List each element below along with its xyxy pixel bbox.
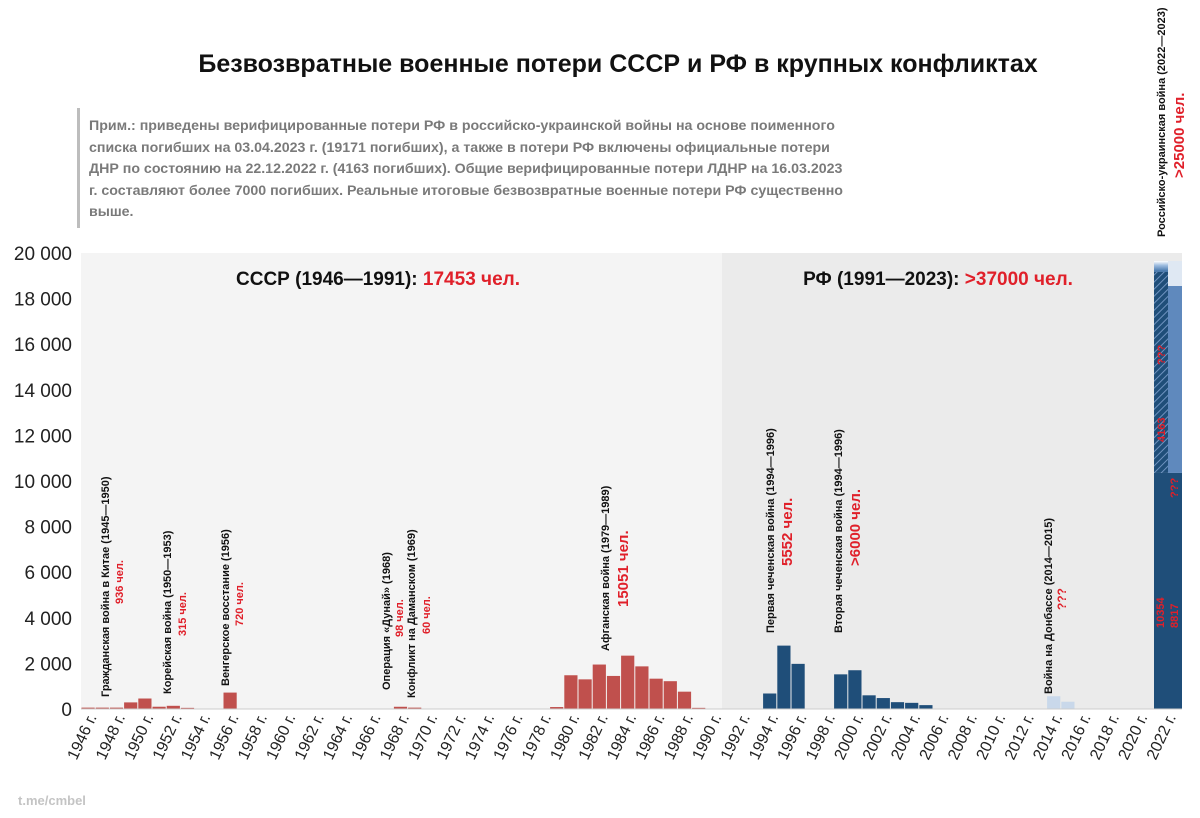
bar	[876, 698, 890, 709]
bar	[777, 645, 791, 709]
source-link[interactable]: t.me/cmbel	[18, 793, 86, 808]
conflict-name: Российско-украинская война (2022—2023)	[1156, 7, 1168, 237]
bar	[763, 693, 777, 709]
period-label: СССР (1946—1991): 17453 чел.	[236, 269, 520, 290]
y-tick-label: 6 000	[24, 563, 72, 584]
conflict-name: Венгерское восстание (1956)	[220, 529, 232, 686]
y-tick-label: 2 000	[24, 654, 72, 675]
bar	[564, 675, 578, 709]
conflict-name: Афганская война (1979—1989)	[600, 485, 612, 651]
y-tick-label: 4 000	[24, 609, 72, 630]
bar	[166, 705, 180, 709]
stack-segment-verified	[1154, 472, 1182, 709]
period-name: СССР (1946—1991):	[236, 269, 423, 290]
bar	[621, 655, 635, 709]
y-tick-label: 18 000	[14, 290, 72, 311]
bar	[81, 707, 95, 709]
conflict-losses: 315 чел.	[177, 592, 189, 636]
conflict-losses: 15051 чел.	[615, 530, 632, 607]
period-labels: СССР (1946—1991): 17453 чел. РФ (1991—202…	[236, 269, 1073, 290]
bar	[635, 666, 649, 709]
bar	[578, 679, 592, 709]
stack-label-8817: 8817	[1169, 604, 1181, 628]
bar	[152, 706, 166, 709]
bar	[1047, 696, 1061, 709]
stack-label-4163: 4163	[1156, 418, 1168, 442]
stack-label-unknown-top: ???	[1156, 345, 1168, 365]
stack-segment-unknown	[1168, 271, 1182, 473]
period-label: РФ (1991—2023): >37000 чел.	[803, 269, 1073, 290]
bar	[890, 702, 905, 709]
conflict-losses: 936 чел.	[114, 560, 126, 604]
conflict-name: Вторая чеченская война (1994—1996)	[833, 429, 845, 633]
period-total: >37000 чел.	[965, 269, 1073, 290]
stack-label-10354: 10354	[1155, 597, 1167, 628]
bar	[862, 695, 876, 709]
bar	[692, 707, 706, 709]
bar	[649, 678, 663, 709]
bar	[550, 707, 564, 709]
conflict-losses: 720 чел.	[234, 582, 246, 626]
bar	[919, 705, 933, 709]
bar	[848, 670, 862, 709]
bar	[592, 664, 606, 709]
conflict-losses: 5552 чел.	[779, 498, 796, 566]
conflict-name: Корейская война (1950—1953)	[162, 530, 174, 694]
stack-label-unknown: ???	[1169, 478, 1181, 498]
conflict-name: Гражданская война в Китае (1945—1950)	[100, 476, 112, 697]
rf-period-bg	[722, 253, 1182, 709]
y-tick-label: 8 000	[24, 518, 72, 539]
y-tick-label: 10 000	[14, 472, 72, 493]
bar	[791, 663, 805, 709]
conflict-losses: 60 чел.	[421, 596, 433, 634]
y-tick-label: 0	[61, 700, 72, 721]
bar	[109, 707, 124, 709]
stack-2022: 10354 8817 4163??????	[1154, 261, 1182, 709]
bar	[677, 691, 692, 709]
bar	[834, 674, 848, 709]
y-tick-label: 16 000	[14, 335, 72, 356]
y-tick-label: 20 000	[14, 244, 72, 265]
x-axis: 1946 г.1948 г.1950 г.1952 г.1954 г.1956 …	[65, 708, 1182, 763]
bar	[124, 702, 138, 709]
stack-top-notch	[1168, 261, 1182, 286]
bar	[905, 702, 919, 709]
bar	[180, 707, 195, 709]
bar	[606, 675, 621, 709]
period-total: 17453 чел.	[423, 269, 520, 290]
conflict-losses: ???	[1055, 588, 1069, 610]
bar	[393, 706, 408, 709]
conflict-name: Война на Донбассе (2014—2015)	[1043, 518, 1055, 694]
conflict-name: Операция «Дунай» (1968)	[381, 552, 393, 690]
annotations: Гражданская война в Китае (1945—1950) 936…	[100, 7, 1188, 698]
y-tick-label: 14 000	[14, 381, 72, 402]
conflict-name: Конфликт на Даманском (1969)	[406, 529, 418, 698]
chart-note: Прим.: приведены верифицированные потери…	[77, 108, 849, 228]
bars	[81, 645, 1075, 709]
period-name: РФ (1991—2023):	[803, 269, 965, 290]
bar	[138, 698, 152, 709]
bar	[408, 707, 422, 709]
bar	[223, 692, 237, 709]
bar	[1061, 701, 1075, 709]
bar	[95, 707, 109, 709]
stack-segment-dnr	[1154, 271, 1168, 473]
ussr-period-bg	[81, 253, 722, 709]
y-tick-label: 12 000	[14, 426, 72, 447]
conflict-losses: 98 чел.	[394, 599, 406, 637]
conflict-losses: >25000 чел.	[1171, 93, 1188, 178]
chart-title: Безвозвратные военные потери СССР и РФ в…	[198, 50, 1038, 78]
conflict-losses: >6000 чел.	[847, 489, 864, 566]
y-axis: 0 2 000 4 000 6 000 8 000 10 000 12 000 14 000 1…	[14, 244, 72, 721]
bar	[663, 681, 677, 709]
conflict-name: Первая чеченская война (1994—1996)	[765, 428, 777, 633]
